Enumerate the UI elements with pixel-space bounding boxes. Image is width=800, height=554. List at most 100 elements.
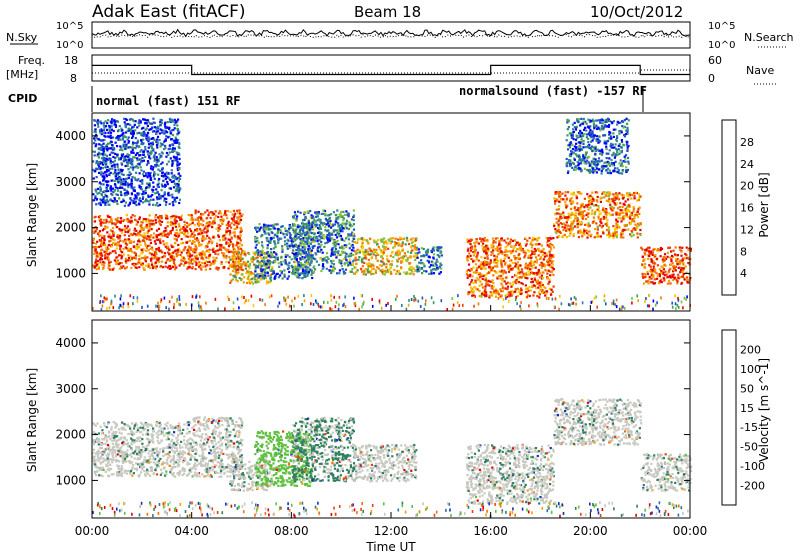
heat-cell	[641, 275, 644, 278]
heat-cell	[109, 147, 112, 150]
heat-cell	[135, 245, 138, 248]
heat-cell	[467, 268, 470, 272]
heat-cell	[201, 224, 205, 227]
heat-cell	[271, 266, 274, 269]
heat-cell	[232, 243, 235, 246]
heat-cell	[263, 262, 266, 265]
heat-cell	[208, 248, 211, 251]
heat-cell	[256, 280, 259, 283]
heat-cell	[559, 231, 562, 234]
heat-cell	[495, 292, 498, 295]
heat-cell	[176, 253, 179, 256]
heat-cell	[260, 253, 263, 256]
heat-cell	[234, 212, 237, 215]
heat-cell	[605, 233, 609, 237]
heat-cell	[356, 269, 359, 272]
heat-cell	[382, 245, 385, 248]
heat-cell	[192, 257, 195, 261]
heat-cell	[181, 256, 184, 259]
heat-cell	[171, 245, 174, 249]
heat-cell	[490, 243, 493, 247]
heat-cell	[169, 232, 172, 235]
heat-cell	[105, 190, 108, 193]
heat-cell	[577, 236, 580, 239]
heat-cell	[193, 224, 196, 227]
heat-cell	[325, 256, 328, 259]
heat-cell	[409, 251, 413, 254]
heat-cell	[119, 229, 122, 232]
heat-cell	[610, 234, 613, 237]
heat-cell	[503, 251, 506, 254]
heat-cell	[414, 248, 417, 251]
heat-cell	[279, 274, 282, 277]
heat-cell	[171, 257, 174, 260]
heat-cell	[516, 261, 520, 264]
heat-cell	[180, 214, 183, 217]
heat-cell	[282, 233, 285, 236]
heat-cell	[369, 249, 372, 252]
heat-cell	[659, 246, 662, 250]
heat-cell	[596, 228, 599, 231]
heat-cell	[662, 260, 665, 263]
heat-cell	[206, 227, 209, 230]
heat-cell	[131, 135, 135, 138]
heat-cell	[352, 223, 355, 226]
heat-cell	[551, 244, 554, 247]
heat-cell	[281, 247, 284, 250]
heat-cell	[604, 194, 607, 197]
heat-cell	[235, 220, 238, 223]
heat-cell	[231, 278, 234, 281]
heat-cell	[362, 269, 365, 272]
heat-cell	[109, 120, 112, 123]
heat-cell	[262, 226, 265, 229]
heat-cell	[94, 248, 97, 251]
heat-cell	[511, 293, 514, 296]
heat-cell	[345, 246, 348, 249]
heat-cell	[234, 235, 237, 239]
heat-cell	[536, 239, 539, 242]
heat-cell	[233, 251, 236, 254]
heat-cell	[612, 193, 615, 196]
heat-cell	[523, 250, 526, 253]
heat-cell	[571, 196, 574, 199]
heat-cell	[549, 246, 552, 249]
heat-cell	[476, 253, 479, 256]
heat-cell	[95, 252, 98, 255]
heat-cell	[217, 235, 220, 238]
heat-cell	[158, 193, 161, 196]
heat-cell	[631, 231, 634, 234]
heat-cell	[590, 200, 594, 203]
heat-cell	[120, 134, 123, 137]
heat-cell	[618, 226, 621, 229]
heat-cell	[288, 270, 291, 274]
heat-cell	[526, 293, 530, 296]
heat-cell	[428, 272, 431, 275]
heat-cell	[133, 227, 137, 230]
heat-cell	[591, 209, 594, 212]
heat-cell	[632, 210, 635, 213]
heat-cell	[615, 227, 618, 230]
heat-cell	[119, 254, 122, 257]
heat-cell	[306, 240, 309, 243]
heat-cell	[687, 261, 690, 265]
heat-cell	[233, 254, 236, 257]
heat-cell	[276, 223, 279, 226]
heat-cell	[175, 234, 178, 238]
heat-cell	[651, 253, 654, 256]
heat-cell	[271, 272, 274, 275]
heat-cell	[313, 265, 316, 268]
heat-cell	[474, 263, 478, 266]
heat-cell	[355, 262, 358, 265]
heat-cell	[195, 248, 198, 251]
heat-cell	[571, 227, 574, 230]
heat-cell	[173, 147, 176, 150]
heat-cell	[180, 262, 183, 265]
heat-cell	[118, 136, 121, 139]
heat-cell	[204, 246, 207, 249]
heat-cell	[304, 266, 307, 269]
heat-cell	[153, 251, 157, 254]
heat-cell	[273, 227, 276, 230]
heat-cell	[194, 218, 197, 221]
heat-cell	[372, 267, 375, 270]
heat-cell	[151, 248, 154, 252]
